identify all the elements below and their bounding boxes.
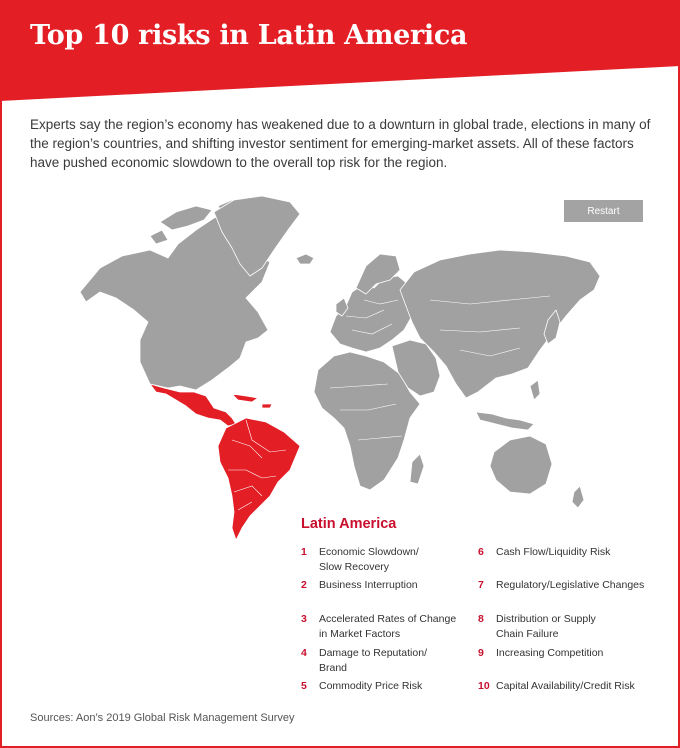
map-latam-borders xyxy=(228,419,287,511)
map-europe-borders xyxy=(345,299,399,335)
risk-number: 10 xyxy=(478,680,490,692)
risk-number: 1 xyxy=(301,546,307,558)
risk-item-3: 3 Accelerated Rates of Change in Market … xyxy=(301,612,456,642)
map-southeast-asia-islands[interactable] xyxy=(475,379,541,431)
map-madagascar[interactable] xyxy=(409,453,425,485)
risk-number: 3 xyxy=(301,613,307,625)
risk-item-8: 8 Distribution or Supply Chain Failure xyxy=(478,612,596,642)
map-british-isles[interactable] xyxy=(335,297,349,317)
risk-label: Regulatory/Legislative Changes xyxy=(496,579,645,591)
map-scandinavia[interactable] xyxy=(355,253,401,295)
risk-item-6: 6 Cash Flow/Liquidity Risk xyxy=(478,545,610,560)
risk-number: 2 xyxy=(301,579,307,591)
risk-label: Increasing Competition xyxy=(496,647,604,659)
frame-border-right xyxy=(678,0,680,748)
map-mexico-central-america[interactable] xyxy=(149,383,237,427)
risk-label: Business Interruption xyxy=(319,579,418,591)
map-north-america[interactable] xyxy=(79,211,271,391)
map-australia[interactable] xyxy=(489,435,553,495)
map-iceland[interactable] xyxy=(295,253,315,265)
map-new-zealand[interactable] xyxy=(571,485,585,509)
map-greenland[interactable] xyxy=(213,195,301,277)
source-note: Sources: Aon’s 2019 Global Risk Manageme… xyxy=(30,712,295,724)
risk-item-2: 2 Business Interruption xyxy=(301,578,418,593)
risk-number: 7 xyxy=(478,579,484,591)
risk-item-7: 7 Regulatory/Legislative Changes xyxy=(478,578,644,593)
risk-label: Commodity Price Risk xyxy=(319,680,423,692)
frame-border-bottom xyxy=(0,746,680,748)
risk-label: Accelerated Rates of Change in Market Fa… xyxy=(319,613,457,640)
risk-label: Cash Flow/Liquidity Risk xyxy=(496,546,611,558)
risk-item-10: 10 Capital Availability/Credit Risk xyxy=(478,679,635,694)
map-japan[interactable] xyxy=(543,309,561,345)
map-caribbean-islands[interactable] xyxy=(231,393,273,409)
risk-item-9: 9 Increasing Competition xyxy=(478,646,603,661)
map-middle-east[interactable] xyxy=(391,339,441,397)
risk-item-4: 4 Damage to Reputation/ Brand xyxy=(301,646,427,676)
frame-border-left xyxy=(0,0,2,748)
risk-number: 5 xyxy=(301,680,307,692)
risk-label: Capital Availability/Credit Risk xyxy=(496,680,635,692)
risk-number: 6 xyxy=(478,546,484,558)
intro-paragraph: Experts say the region’s economy has wea… xyxy=(30,117,651,170)
risk-number: 4 xyxy=(301,647,307,659)
risk-item-5: 5 Commodity Price Risk xyxy=(301,679,422,694)
map-south-america[interactable] xyxy=(217,417,301,541)
risk-number: 9 xyxy=(478,647,484,659)
restart-button[interactable]: Restart xyxy=(564,200,643,222)
risk-label: Economic Slowdown/ Slow Recovery xyxy=(319,546,419,573)
risk-item-1: 1 Economic Slowdown/ Slow Recovery xyxy=(301,545,419,575)
map-africa-borders xyxy=(329,383,403,441)
risk-label: Distribution or Supply Chain Failure xyxy=(496,613,596,640)
risk-label: Damage to Reputation/ Brand xyxy=(319,647,427,674)
risk-number: 8 xyxy=(478,613,484,625)
region-title: Latin America xyxy=(301,516,397,532)
map-africa[interactable] xyxy=(313,351,421,491)
page-title: Top 10 risks in Latin America xyxy=(30,20,468,51)
map-asia-borders xyxy=(429,295,551,357)
